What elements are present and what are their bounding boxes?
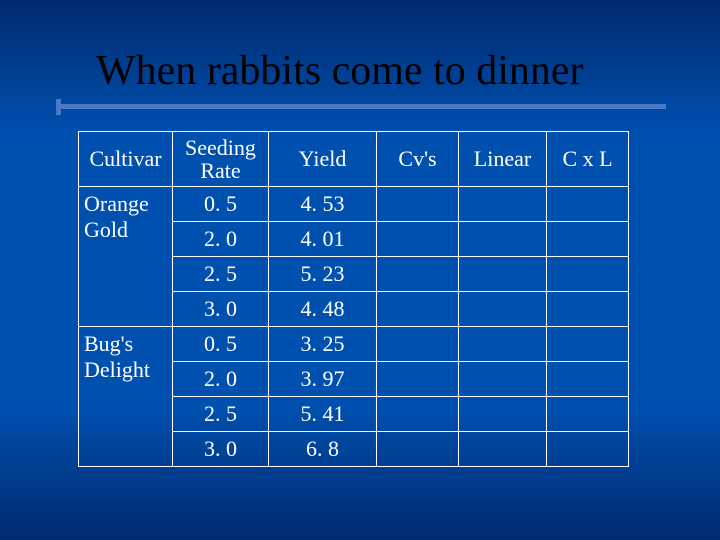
cultivar-line: Orange (84, 191, 149, 216)
col-header-cvs: Cv's (377, 132, 459, 187)
table-row: Bug's Delight 0. 5 3. 25 (79, 327, 629, 362)
seeding-cell: 3. 0 (173, 432, 269, 467)
table-row: Orange Gold 0. 5 4. 53 (79, 187, 629, 222)
cvs-cell (377, 187, 459, 222)
data-table: Cultivar SeedingRate Yield Cv's Linear C… (78, 131, 629, 467)
cvs-cell (377, 292, 459, 327)
cvs-cell (377, 327, 459, 362)
yield-cell: 5. 41 (269, 397, 377, 432)
linear-cell (459, 222, 547, 257)
col-header-seeding-rate: SeedingRate (173, 132, 269, 187)
slide-title: When rabbits come to dinner (96, 48, 680, 94)
cxl-cell (547, 327, 629, 362)
cxl-cell (547, 222, 629, 257)
cvs-cell (377, 222, 459, 257)
cultivar-line: Bug's (84, 331, 133, 356)
cultivar-line: Gold (84, 217, 128, 242)
cxl-cell (547, 432, 629, 467)
col-header-linear: Linear (459, 132, 547, 187)
cxl-cell (547, 397, 629, 432)
cvs-cell (377, 257, 459, 292)
seeding-cell: 2. 0 (173, 362, 269, 397)
table-body: Orange Gold 0. 5 4. 53 2. 0 4. 01 2. 5 5… (79, 187, 629, 467)
linear-cell (459, 292, 547, 327)
cxl-cell (547, 257, 629, 292)
cultivar-line: Delight (84, 357, 150, 382)
seeding-cell: 0. 5 (173, 327, 269, 362)
col-header-yield: Yield (269, 132, 377, 187)
yield-cell: 4. 53 (269, 187, 377, 222)
seeding-cell: 3. 0 (173, 292, 269, 327)
yield-cell: 4. 01 (269, 222, 377, 257)
table-header-row: Cultivar SeedingRate Yield Cv's Linear C… (79, 132, 629, 187)
yield-cell: 4. 48 (269, 292, 377, 327)
linear-cell (459, 432, 547, 467)
linear-cell (459, 397, 547, 432)
cultivar-cell: Bug's Delight (79, 327, 173, 467)
yield-cell: 3. 25 (269, 327, 377, 362)
cxl-cell (547, 187, 629, 222)
col-header-seeding-rate-text: SeedingRate (185, 135, 256, 183)
slide-title-area: When rabbits come to dinner (0, 0, 720, 94)
linear-cell (459, 187, 547, 222)
col-header-cultivar: Cultivar (79, 132, 173, 187)
linear-cell (459, 327, 547, 362)
seeding-cell: 2. 0 (173, 222, 269, 257)
yield-cell: 3. 97 (269, 362, 377, 397)
cxl-cell (547, 292, 629, 327)
col-header-cxl: C x L (547, 132, 629, 187)
title-underline (56, 104, 666, 109)
linear-cell (459, 257, 547, 292)
cvs-cell (377, 362, 459, 397)
yield-cell: 5. 23 (269, 257, 377, 292)
cultivar-cell: Orange Gold (79, 187, 173, 327)
data-table-container: Cultivar SeedingRate Yield Cv's Linear C… (78, 131, 720, 467)
cvs-cell (377, 432, 459, 467)
yield-cell: 6. 8 (269, 432, 377, 467)
seeding-cell: 0. 5 (173, 187, 269, 222)
cvs-cell (377, 397, 459, 432)
seeding-cell: 2. 5 (173, 397, 269, 432)
seeding-cell: 2. 5 (173, 257, 269, 292)
linear-cell (459, 362, 547, 397)
cxl-cell (547, 362, 629, 397)
